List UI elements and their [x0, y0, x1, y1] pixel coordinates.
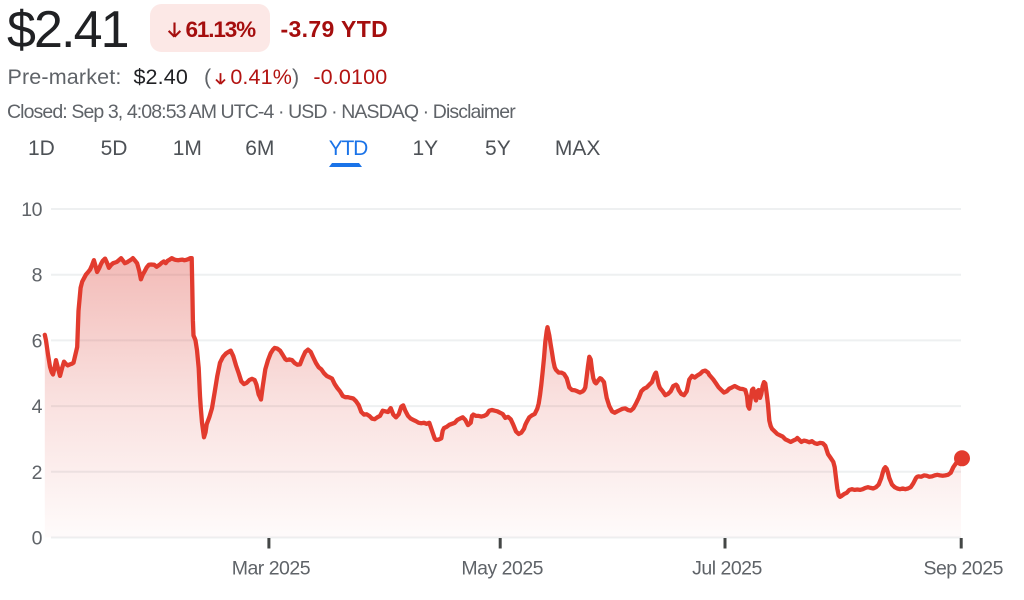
svg-text:Sep 2025: Sep 2025	[923, 558, 1003, 580]
svg-text:8: 8	[32, 265, 42, 287]
svg-text:6: 6	[32, 330, 42, 352]
svg-text:May 2025: May 2025	[461, 558, 543, 580]
svg-text:Mar 2025: Mar 2025	[232, 558, 311, 580]
svg-text:4: 4	[32, 396, 43, 418]
svg-text:Jul 2025: Jul 2025	[692, 558, 762, 580]
svg-text:0: 0	[32, 528, 43, 550]
svg-text:2: 2	[32, 462, 42, 484]
svg-text:10: 10	[21, 199, 42, 221]
